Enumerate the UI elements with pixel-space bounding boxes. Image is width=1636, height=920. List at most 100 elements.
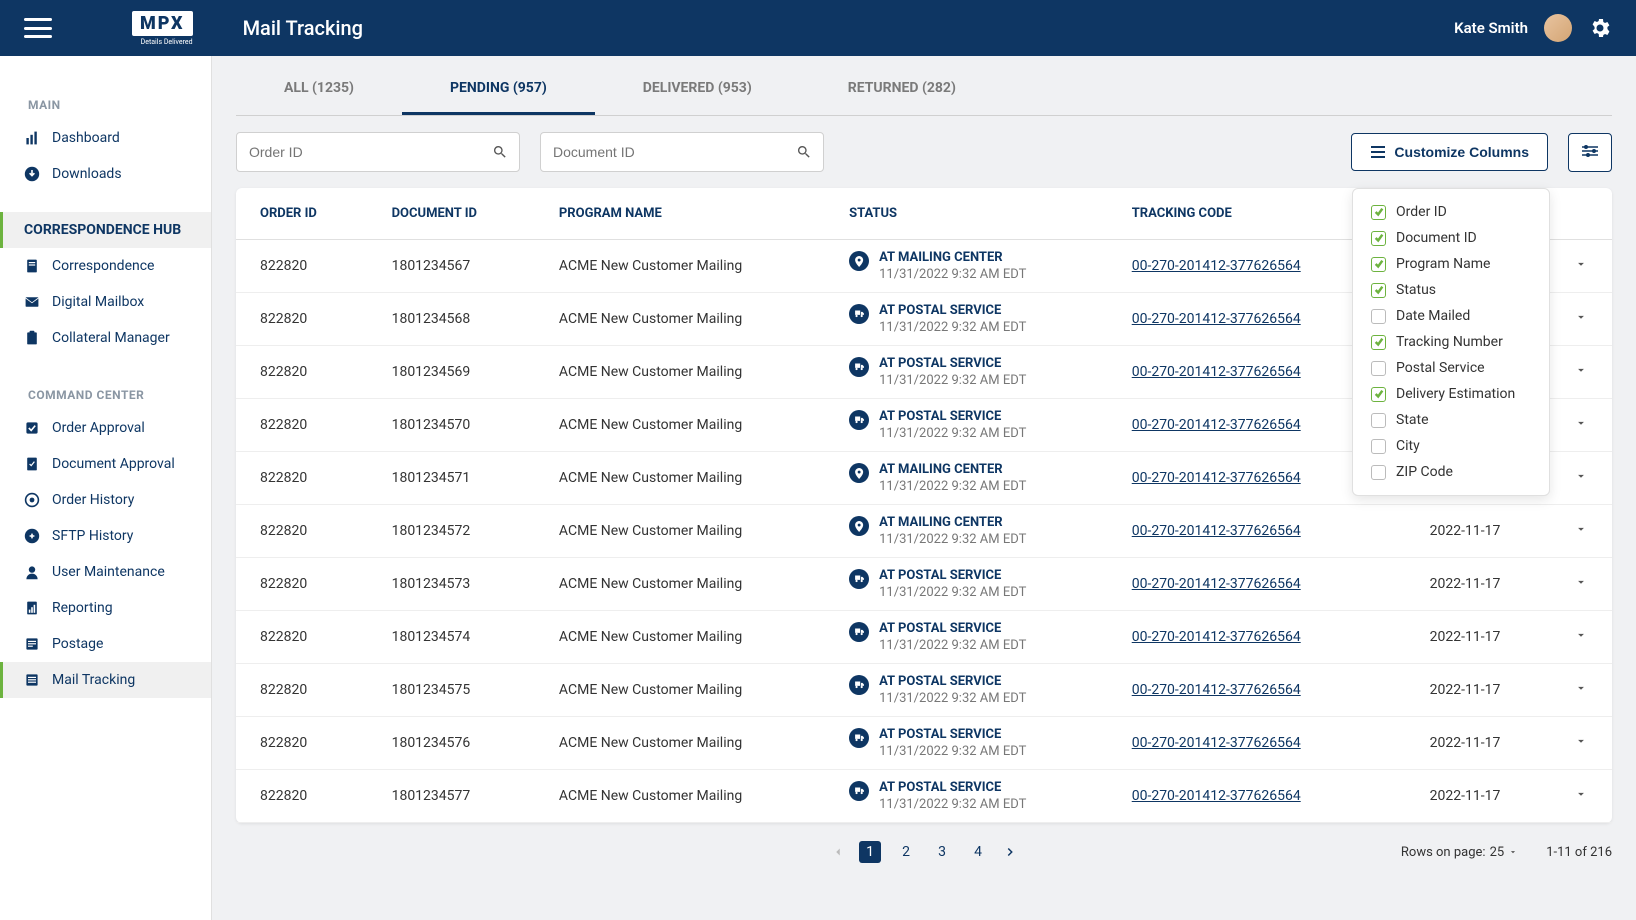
tab-pending[interactable]: PENDING (957) bbox=[402, 56, 595, 115]
sidebar-item-user-maintenance[interactable]: User Maintenance bbox=[0, 554, 211, 590]
chevron-down-icon[interactable] bbox=[1574, 416, 1588, 430]
column-option-label: Postal Service bbox=[1396, 360, 1485, 376]
columns-popup: Order ID Document ID Program NameStatusDat… bbox=[1352, 188, 1550, 496]
column-option-label: Document ID bbox=[1396, 230, 1477, 246]
column-option-order-id[interactable]: Order ID bbox=[1353, 199, 1549, 225]
cell-status: AT MAILING CENTER11/31/2022 9:32 AM EDT bbox=[825, 240, 1108, 293]
chevron-down-icon[interactable] bbox=[1574, 363, 1588, 377]
sidebar-item-collateral-manager[interactable]: Collateral Manager bbox=[0, 320, 211, 356]
checkbox-icon bbox=[1371, 257, 1386, 272]
status-icon bbox=[849, 728, 869, 748]
doc-icon bbox=[24, 258, 40, 274]
sidebar-item-sftp-history[interactable]: SFTP History bbox=[0, 518, 211, 554]
status-text: AT MAILING CENTER bbox=[879, 250, 1026, 265]
filters-row: Customize Columns bbox=[236, 132, 1612, 172]
cell-tracking: 00-270-201412-377626564 bbox=[1108, 505, 1380, 558]
cell-expand bbox=[1550, 611, 1612, 664]
tracking-link[interactable]: 00-270-201412-377626564 bbox=[1132, 311, 1301, 327]
column-option-state[interactable]: State bbox=[1353, 407, 1549, 433]
page-1[interactable]: 1 bbox=[859, 841, 881, 863]
column-option-program-name[interactable]: Program Name bbox=[1353, 251, 1549, 277]
sidebar-item-order-approval[interactable]: Order Approval bbox=[0, 410, 211, 446]
avatar[interactable] bbox=[1544, 14, 1572, 42]
sidebar-item-order-history[interactable]: Order History bbox=[0, 482, 211, 518]
tracking-link[interactable]: 00-270-201412-377626564 bbox=[1132, 417, 1301, 433]
tracking-link[interactable]: 00-270-201412-377626564 bbox=[1132, 682, 1301, 698]
sidebar-item-digital-mailbox[interactable]: Digital Mailbox bbox=[0, 284, 211, 320]
sidebar-item-correspondence[interactable]: Correspondence bbox=[0, 248, 211, 284]
document-id-input[interactable] bbox=[540, 132, 824, 172]
column-option-status[interactable]: Status bbox=[1353, 277, 1549, 303]
checkbox-icon bbox=[1371, 205, 1386, 220]
download-icon bbox=[24, 166, 40, 182]
sidebar-item-downloads[interactable]: Downloads bbox=[0, 156, 211, 192]
tracking-link[interactable]: 00-270-201412-377626564 bbox=[1132, 523, 1301, 539]
tracking-link[interactable]: 00-270-201412-377626564 bbox=[1132, 735, 1301, 751]
page-2[interactable]: 2 bbox=[895, 841, 917, 863]
chevron-down-icon[interactable] bbox=[1574, 628, 1588, 642]
cell-tracking: 00-270-201412-377626564 bbox=[1108, 558, 1380, 611]
sidebar-item-postage[interactable]: Postage bbox=[0, 626, 211, 662]
cell-date: 2022-11-17 bbox=[1380, 664, 1550, 717]
cell-order: 822820 bbox=[236, 240, 368, 293]
cell-program: ACME New Customer Mailing bbox=[535, 346, 825, 399]
list-icon bbox=[1370, 145, 1386, 159]
tab-returned[interactable]: RETURNED (282) bbox=[800, 56, 1004, 115]
cell-order: 822820 bbox=[236, 346, 368, 399]
sidebar-item-label: Downloads bbox=[52, 166, 122, 182]
column-option-postal-service[interactable]: Postal Service bbox=[1353, 355, 1549, 381]
cell-tracking: 00-270-201412-377626564 bbox=[1108, 770, 1380, 823]
tab-delivered[interactable]: DELIVERED (953) bbox=[595, 56, 800, 115]
column-option-delivery-estimation[interactable]: Delivery Estimation bbox=[1353, 381, 1549, 407]
customize-label: Customize Columns bbox=[1394, 144, 1529, 160]
gear-icon[interactable] bbox=[1588, 16, 1612, 40]
page-4[interactable]: 4 bbox=[967, 841, 989, 863]
cell-status: AT MAILING CENTER11/31/2022 9:32 AM EDT bbox=[825, 452, 1108, 505]
tracking-link[interactable]: 00-270-201412-377626564 bbox=[1132, 576, 1301, 592]
prev-page-icon[interactable] bbox=[831, 845, 845, 859]
chevron-down-icon[interactable] bbox=[1574, 310, 1588, 324]
cell-order: 822820 bbox=[236, 452, 368, 505]
sidebar-item-reporting[interactable]: Reporting bbox=[0, 590, 211, 626]
tracking-link[interactable]: 00-270-201412-377626564 bbox=[1132, 629, 1301, 645]
chevron-down-icon[interactable] bbox=[1574, 469, 1588, 483]
tracking-link[interactable]: 00-270-201412-377626564 bbox=[1132, 788, 1301, 804]
sidebar-item-dashboard[interactable]: Dashboard bbox=[0, 120, 211, 156]
column-option-date-mailed[interactable]: Date Mailed bbox=[1353, 303, 1549, 329]
status-text: AT MAILING CENTER bbox=[879, 515, 1026, 530]
page-3[interactable]: 3 bbox=[931, 841, 953, 863]
chevron-down-icon[interactable] bbox=[1574, 522, 1588, 536]
tracking-link[interactable]: 00-270-201412-377626564 bbox=[1132, 470, 1301, 486]
sidebar-item-mail-tracking[interactable]: Mail Tracking bbox=[0, 662, 211, 698]
column-option-zip-code[interactable]: ZIP Code bbox=[1353, 459, 1549, 485]
order-id-input[interactable] bbox=[236, 132, 520, 172]
column-option-document-id[interactable]: Document ID bbox=[1353, 225, 1549, 251]
customize-columns-button[interactable]: Customize Columns bbox=[1351, 133, 1548, 171]
cell-order: 822820 bbox=[236, 717, 368, 770]
filter-button[interactable] bbox=[1568, 133, 1612, 172]
cell-order: 822820 bbox=[236, 293, 368, 346]
tracking-link[interactable]: 00-270-201412-377626564 bbox=[1132, 364, 1301, 380]
chevron-down-icon[interactable] bbox=[1574, 787, 1588, 801]
sidebar-item-document-approval[interactable]: Document Approval bbox=[0, 446, 211, 482]
chevron-down-icon[interactable] bbox=[1574, 681, 1588, 695]
table-header: PROGRAM NAME bbox=[535, 188, 825, 240]
chevron-down-icon[interactable] bbox=[1574, 257, 1588, 271]
column-option-city[interactable]: City bbox=[1353, 433, 1549, 459]
chevron-down-icon[interactable] bbox=[1574, 575, 1588, 589]
rows-info: Rows on page: 25 1-11 of 216 bbox=[1401, 845, 1612, 860]
hamburger-menu-icon[interactable] bbox=[24, 18, 52, 38]
tracking-link[interactable]: 00-270-201412-377626564 bbox=[1132, 258, 1301, 274]
cell-tracking: 00-270-201412-377626564 bbox=[1108, 452, 1380, 505]
main-content: ALL (1235)PENDING (957)DELIVERED (953)RE… bbox=[212, 56, 1636, 920]
column-option-label: ZIP Code bbox=[1396, 464, 1453, 480]
rows-per-page[interactable]: Rows on page: 25 bbox=[1401, 845, 1518, 860]
next-page-icon[interactable] bbox=[1003, 845, 1017, 859]
user-icon bbox=[24, 564, 40, 580]
order-search bbox=[236, 132, 520, 172]
chevron-down-icon[interactable] bbox=[1574, 734, 1588, 748]
column-option-tracking-number[interactable]: Tracking Number bbox=[1353, 329, 1549, 355]
tab-all[interactable]: ALL (1235) bbox=[236, 56, 402, 115]
sidebar-item-label: Correspondence bbox=[52, 258, 154, 274]
rows-label: Rows on page: bbox=[1401, 845, 1486, 860]
